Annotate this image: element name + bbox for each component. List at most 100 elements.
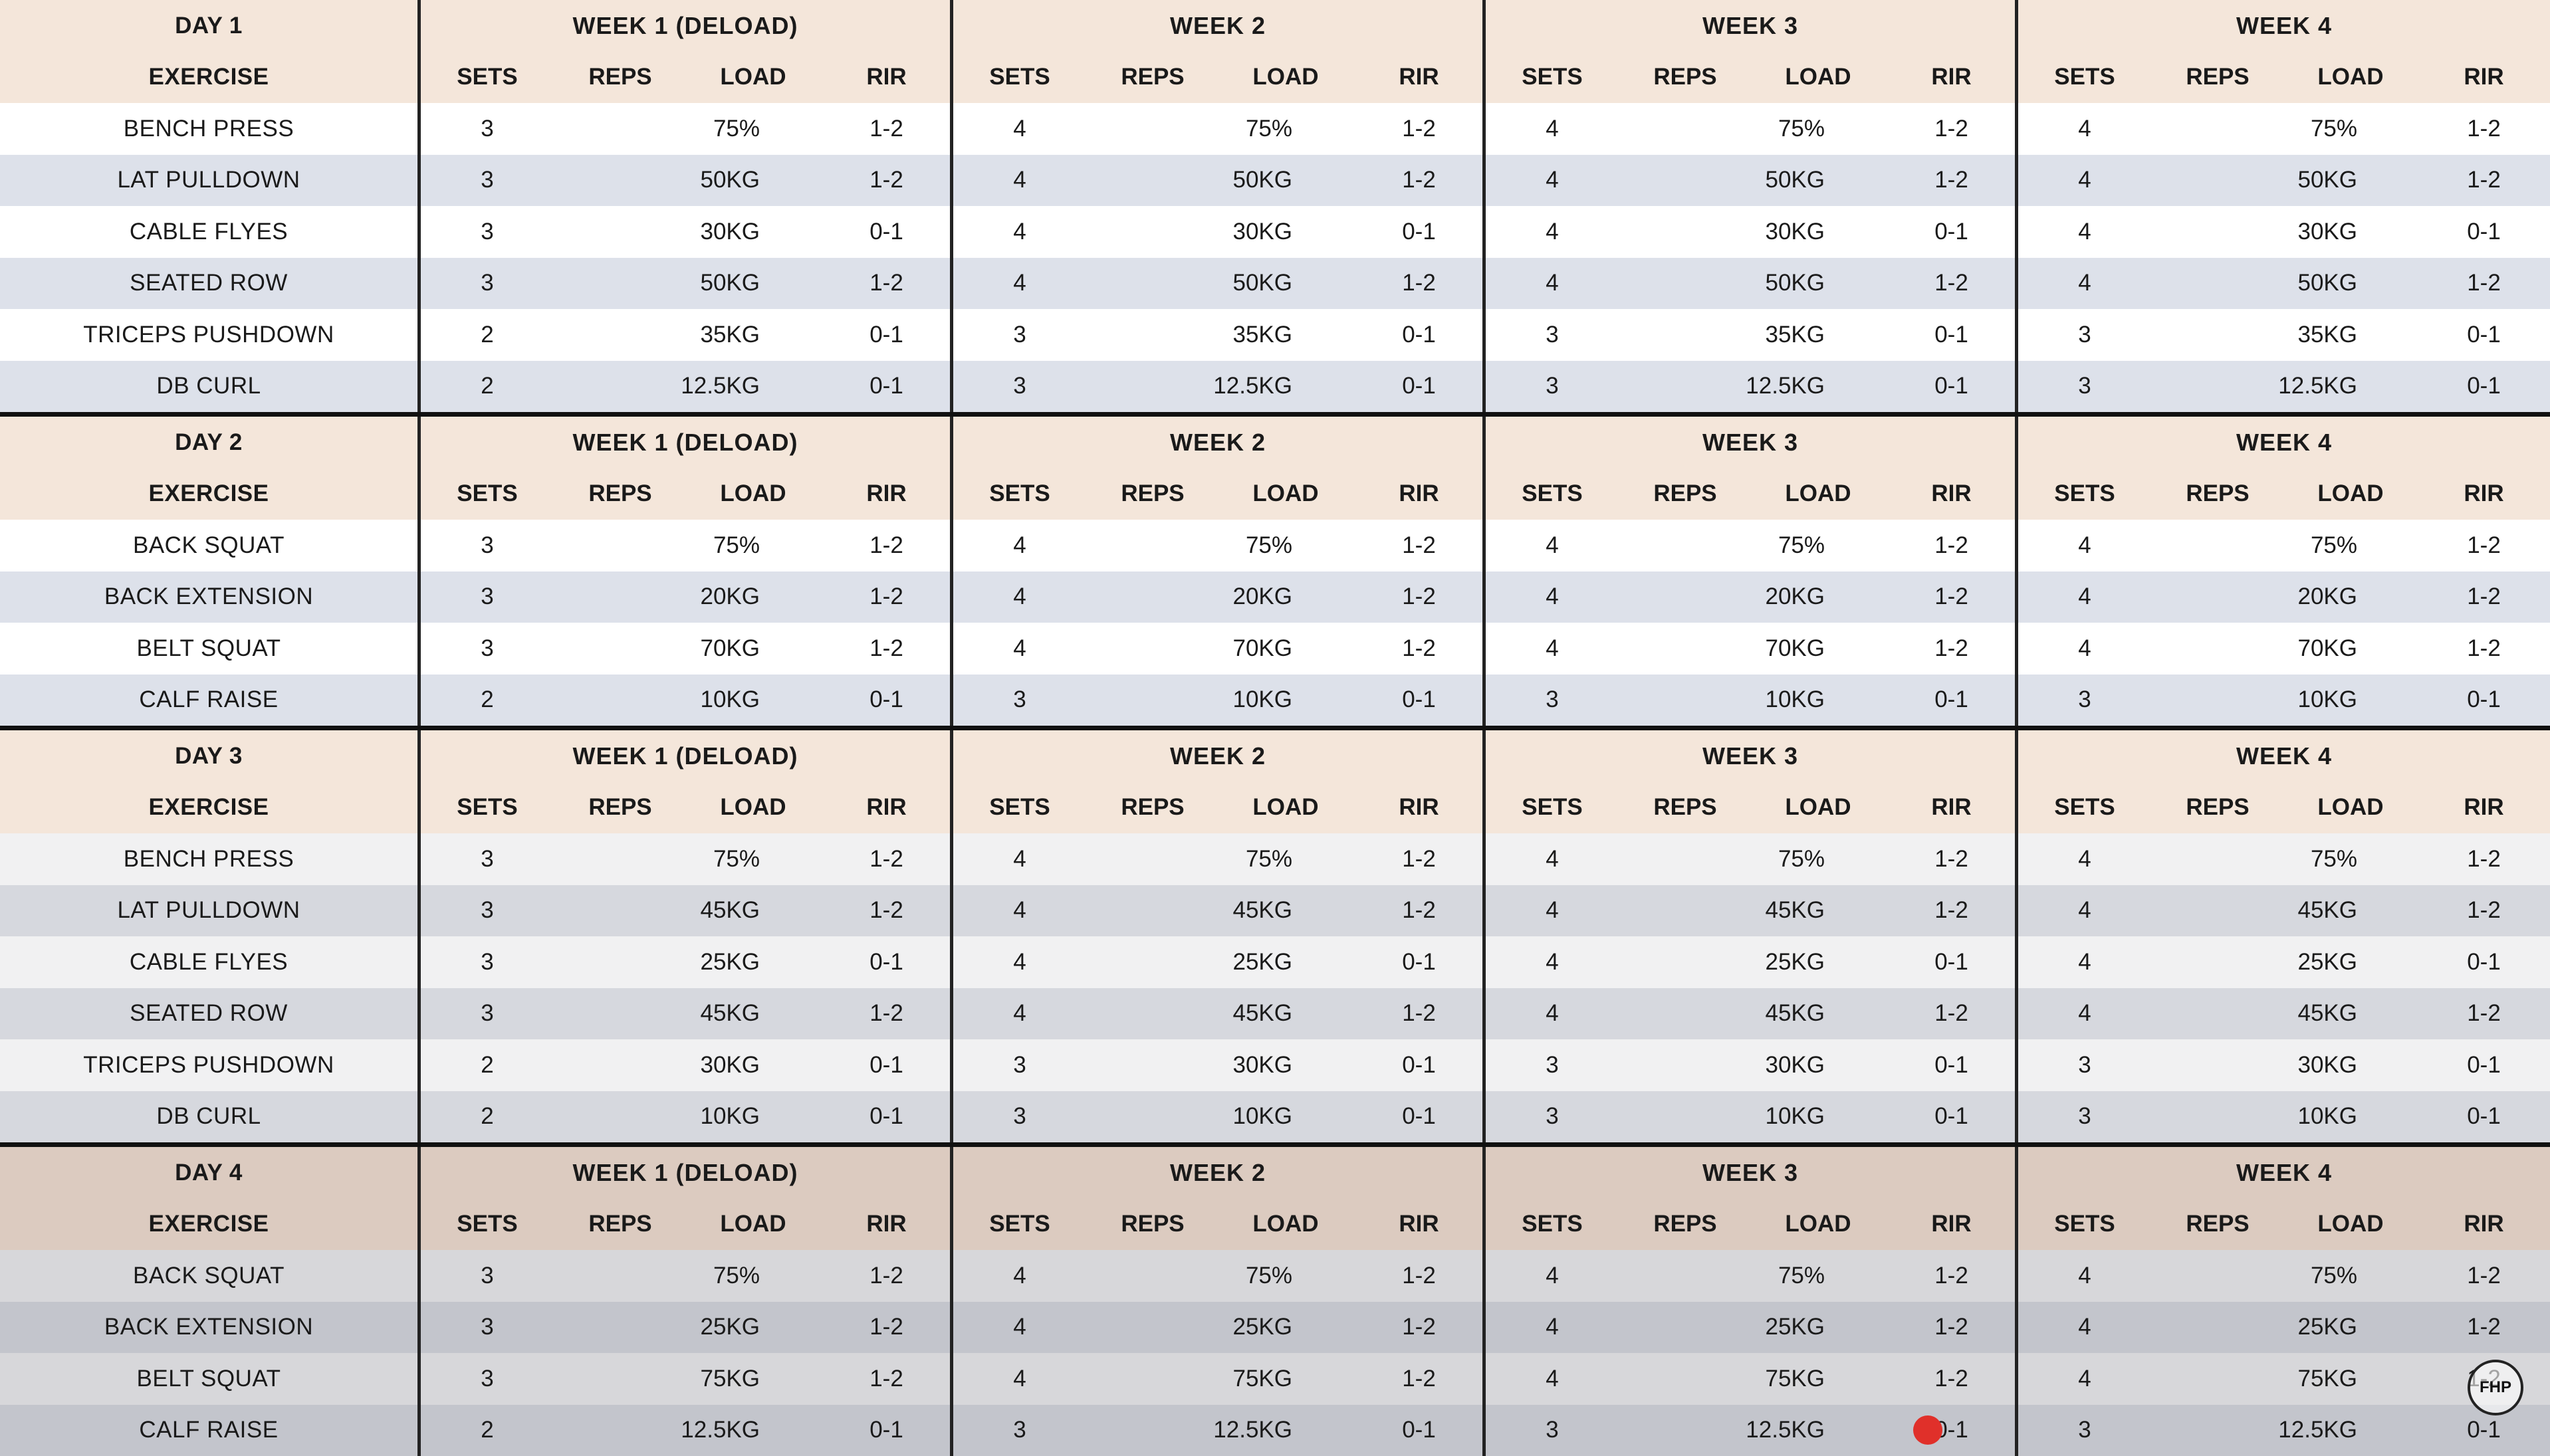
reps-cell [1619,623,1752,675]
load-cell: 45KG [1219,885,1352,937]
week-title: WEEK 2 [953,417,1486,468]
reps-column-header: REPS [2151,52,2284,104]
sets-cell: 3 [421,1250,554,1302]
rir-column-header: RIR [1885,1199,2018,1251]
rir-cell: 1-2 [2417,988,2550,1040]
week-title: WEEK 4 [2018,0,2550,52]
load-cell: 50KG [1219,155,1352,207]
load-cell: 75% [1219,520,1352,572]
rir-cell: 1-2 [820,258,953,310]
sets-column-header: SETS [2018,468,2151,520]
load-cell: 25KG [2284,1302,2417,1354]
rir-cell: 0-1 [1352,206,1486,258]
reps-cell [1086,1039,1219,1091]
sets-cell: 2 [421,1039,554,1091]
exercise-column-header: EXERCISE [0,52,421,104]
reps-cell [2151,155,2284,207]
week-title: WEEK 3 [1486,730,2018,782]
reps-cell [1086,885,1219,937]
reps-cell [1086,520,1219,572]
sets-cell: 3 [1486,309,1619,361]
sets-cell: 4 [2018,885,2151,937]
reps-cell [1619,1091,1752,1143]
sets-cell: 4 [1486,885,1619,937]
rir-column-header: RIR [1885,468,2018,520]
load-cell: 30KG [2284,1039,2417,1091]
sets-cell: 3 [1486,1091,1619,1143]
rir-cell: 0-1 [2417,936,2550,988]
reps-cell [1619,1250,1752,1302]
sets-cell: 4 [2018,833,2151,885]
load-cell: 75KG [1219,1353,1352,1405]
reps-cell [554,155,687,207]
reps-cell [1619,520,1752,572]
rir-cell: 1-2 [820,1250,953,1302]
load-cell: 20KG [687,572,820,623]
reps-cell [2151,206,2284,258]
sets-cell: 3 [1486,675,1619,726]
sets-column-header: SETS [1486,468,1619,520]
rir-column-header: RIR [1352,1199,1486,1251]
rir-cell: 1-2 [820,988,953,1040]
load-cell: 25KG [687,936,820,988]
reps-cell [554,1250,687,1302]
sets-cell: 4 [953,572,1086,623]
sets-column-header: SETS [421,52,554,104]
reps-cell [554,623,687,675]
exercise-name: CABLE FLYES [0,936,421,988]
load-cell: 12.5KG [687,1405,820,1456]
rir-cell: 0-1 [2417,675,2550,726]
reps-cell [1619,1353,1752,1405]
rir-cell: 0-1 [1885,206,2018,258]
sets-cell: 3 [953,1405,1086,1456]
reps-cell [2151,833,2284,885]
sets-cell: 3 [2018,1039,2151,1091]
pointer-dot [1913,1415,1942,1445]
reps-cell [1086,1405,1219,1456]
rir-cell: 1-2 [820,833,953,885]
rir-column-header: RIR [1352,782,1486,834]
sets-cell: 4 [2018,520,2151,572]
load-cell: 75% [687,520,820,572]
load-cell: 35KG [1219,309,1352,361]
sets-cell: 4 [953,936,1086,988]
reps-cell [554,833,687,885]
sets-cell: 3 [421,103,554,155]
reps-cell [554,1091,687,1143]
load-cell: 30KG [1219,206,1352,258]
load-cell: 30KG [1752,1039,1885,1091]
sets-cell: 4 [2018,1250,2151,1302]
load-cell: 75% [2284,833,2417,885]
rir-cell: 1-2 [2417,1250,2550,1302]
exercise-name: CABLE FLYES [0,206,421,258]
sets-cell: 2 [421,1091,554,1143]
reps-column-header: REPS [1619,1199,1752,1251]
rir-cell: 1-2 [1352,623,1486,675]
load-cell: 45KG [2284,885,2417,937]
sets-cell: 3 [953,309,1086,361]
load-cell: 45KG [687,988,820,1040]
reps-column-header: REPS [2151,1199,2284,1251]
